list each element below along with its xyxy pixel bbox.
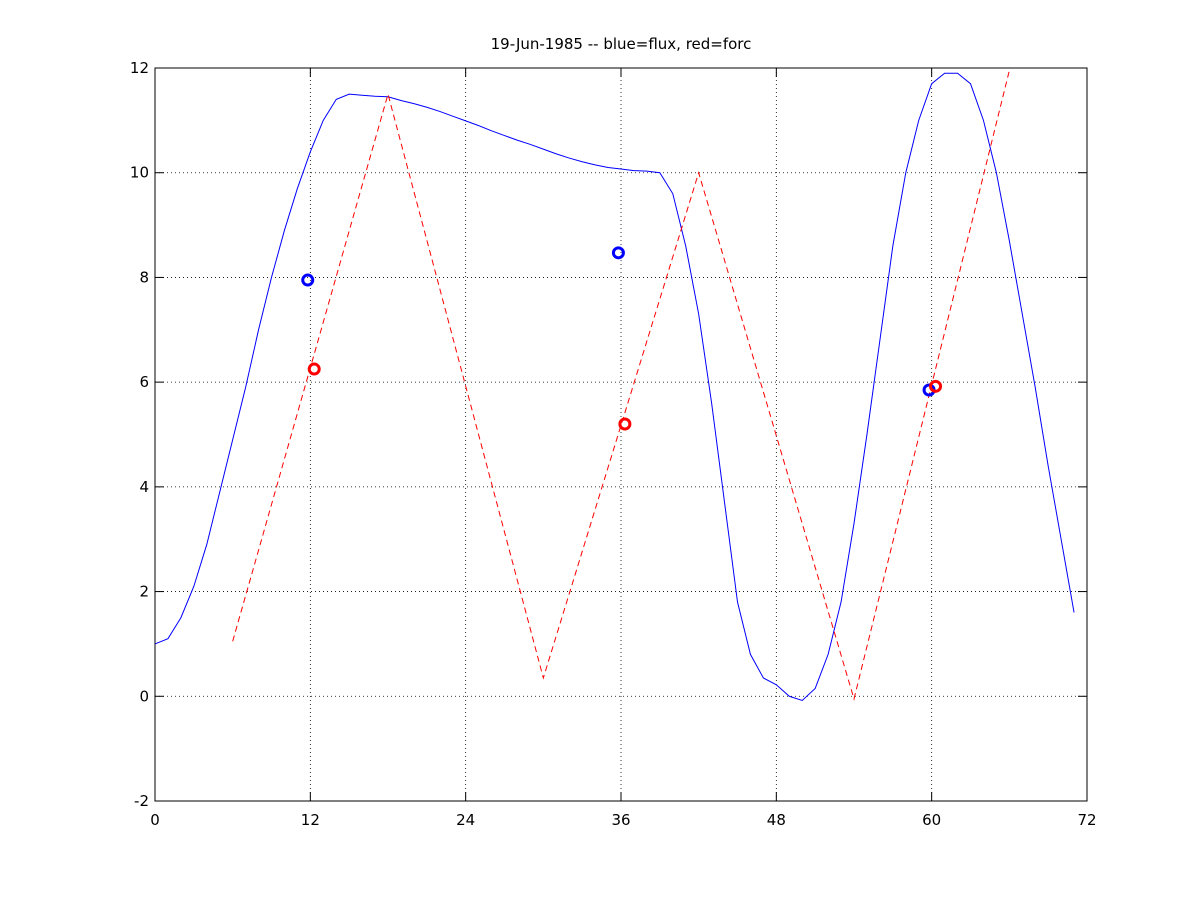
x-tick-label: 12 bbox=[301, 811, 320, 829]
y-tick-label: 6 bbox=[139, 373, 149, 391]
marker bbox=[301, 273, 315, 287]
x-tick-label: 36 bbox=[611, 811, 630, 829]
x-tick-label: 24 bbox=[456, 811, 475, 829]
series-line bbox=[154, 72, 1075, 702]
y-tick-label: 0 bbox=[139, 687, 149, 705]
y-tick-label: 10 bbox=[130, 164, 149, 182]
x-tick-label: 60 bbox=[922, 811, 941, 829]
y-tick-label: 2 bbox=[139, 583, 149, 601]
chart-title: 19-Jun-1985 -- blue=flux, red=forc bbox=[491, 35, 752, 53]
plot-frame bbox=[154, 67, 1088, 802]
marker bbox=[307, 362, 321, 376]
marker bbox=[929, 379, 943, 393]
y-tick-label: -2 bbox=[134, 792, 149, 810]
marker bbox=[618, 417, 632, 431]
y-tick-label: 4 bbox=[139, 478, 149, 496]
y-tick-label: 12 bbox=[130, 59, 149, 77]
x-tick-label: 72 bbox=[1077, 811, 1096, 829]
y-tick-label: 8 bbox=[139, 268, 149, 286]
x-tick-label: 0 bbox=[150, 811, 160, 829]
marker bbox=[611, 246, 625, 260]
series-line bbox=[232, 70, 1010, 701]
x-tick-label: 48 bbox=[767, 811, 786, 829]
